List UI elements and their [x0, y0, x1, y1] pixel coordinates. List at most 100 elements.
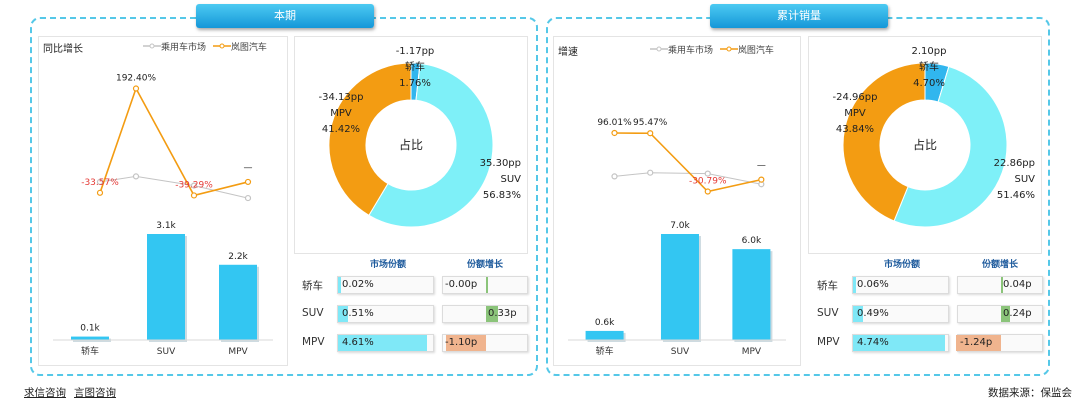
legend-market-label: 乘用车市场 [161, 43, 207, 53]
data-point [704, 188, 711, 195]
growth-cell: 0.33p [442, 305, 528, 323]
share-value: 0.06% [857, 279, 889, 290]
data-label: 96.01% [597, 118, 632, 128]
bar-category-label: MPV [742, 347, 762, 357]
slice-label: -1.17pp [396, 46, 435, 57]
legend-current: 乘用车市场 岚图汽车 [143, 40, 267, 53]
data-point [190, 182, 198, 189]
data-point [611, 129, 618, 137]
share-cell: 4.61% [337, 334, 434, 352]
pie-slice [893, 65, 1008, 228]
slice-label: 56.83% [483, 190, 521, 201]
growth-fill [486, 306, 498, 322]
data-label: — [757, 161, 766, 171]
slice-label: 43.84% [836, 124, 874, 135]
growth-cell: 0.04p [957, 276, 1043, 294]
share-fill [853, 306, 863, 322]
slice-label: 4.70% [913, 78, 945, 89]
slice-label: 2.10pp [912, 46, 947, 57]
share-fill [853, 335, 945, 351]
bar [147, 234, 185, 340]
share-value: 0.49% [857, 308, 889, 319]
slice-label: MPV [330, 108, 352, 119]
data-label: -30.79% [689, 177, 727, 187]
data-point [190, 192, 198, 199]
legend-cumulative: 乘用车市场 岚图汽车 [650, 43, 774, 56]
bar-category-label: MPV [228, 347, 248, 357]
bar-value-label: 0.1k [80, 324, 100, 334]
growth-fill [956, 335, 1001, 351]
series-line [614, 132, 762, 193]
pie-slice [368, 62, 494, 228]
legend-lantu-icon [212, 43, 231, 49]
slice-label: 41.42% [322, 124, 360, 135]
data-point [244, 178, 252, 186]
data-point [132, 85, 140, 92]
slice-label: 轿车 [405, 60, 425, 73]
slice-label: SUV [1014, 174, 1035, 185]
data-label: 95.47% [633, 118, 668, 128]
growth-fill [1001, 306, 1010, 322]
data-point [96, 178, 104, 186]
footer-link-yantu[interactable]: 言图咨询 [74, 387, 116, 399]
slice-label: -34.13pp [319, 92, 364, 103]
growth-value: 0.33p [488, 308, 517, 319]
slice-label: 35.30pp [480, 158, 521, 169]
share-value: 4.61% [342, 337, 374, 348]
share-fill [853, 277, 856, 293]
growth-value: 0.24p [1003, 308, 1032, 319]
bar-category-label: 轿车 [81, 345, 99, 357]
bar [219, 264, 257, 340]
series-line [99, 175, 249, 199]
share-cell: 0.02% [337, 276, 434, 294]
share-fill [338, 306, 348, 322]
slice-label: SUV [500, 174, 521, 185]
pie-slice [328, 62, 412, 217]
legend-market-label: 乘用车市场 [668, 46, 714, 56]
data-point [96, 189, 104, 196]
bar-chart-current: 0.1k 轿车 3.1k SUV 2.2k MPV [53, 221, 273, 357]
table-row-label: SUV [302, 307, 324, 319]
data-point [704, 170, 711, 177]
slice-label: 轿车 [919, 60, 939, 73]
table-row-label: 轿车 [302, 280, 323, 292]
line-title-current: 同比增长 [43, 44, 83, 55]
data-point [244, 194, 252, 202]
bar-value-label: 3.1k [156, 221, 176, 231]
growth-fill [1001, 277, 1003, 293]
share-value: 4.74% [857, 337, 889, 348]
growth-header: 份额增长 [982, 260, 1019, 270]
legend-market-icon [143, 43, 161, 49]
bar [71, 336, 109, 340]
line-chart-cumulative: 96.01% 95.47% -30.79% — [597, 118, 766, 195]
bar [732, 249, 771, 340]
donut-center-label: 占比 [913, 137, 937, 152]
data-label: -33.57% [81, 178, 119, 188]
pie-slice [842, 62, 926, 222]
bar-value-label: 2.2k [228, 252, 248, 262]
bar-value-label: 0.6k [595, 318, 615, 328]
share-cell: 4.74% [852, 334, 949, 352]
data-label: 192.40% [116, 74, 156, 84]
data-label: — [244, 163, 253, 173]
slice-label: 1.76% [399, 78, 431, 89]
growth-fill [486, 277, 488, 293]
bar [660, 234, 699, 340]
donut-chart-current: 占比 -1.17pp 轿车 1.76% 35.30pp SUV 56.83% -34.13pp… [319, 46, 521, 228]
data-point [132, 173, 140, 180]
footer-links: 求信咨询 言图咨询 [24, 385, 124, 400]
legend-lantu-label: 岚图汽车 [737, 46, 774, 56]
panel-cumulative-title: 累计销量 [710, 4, 888, 28]
donut-chart-cumulative: 占比 2.10pp 轿车 4.70% 22.86pp SUV 51.46% -24.96pp M… [833, 46, 1035, 228]
footer-link-qiuxin[interactable]: 求信咨询 [24, 387, 66, 399]
table-row-label: MPV [302, 336, 325, 348]
share-cell: 0.06% [852, 276, 949, 294]
line-chart-current: -33.57% 192.40% -39.29% — [81, 74, 253, 202]
share-value: 0.02% [342, 279, 374, 290]
line-title-cumulative: 增速 [558, 47, 578, 58]
bar [585, 330, 624, 340]
table-row-label: SUV [817, 307, 839, 319]
slice-label: -24.96pp [833, 92, 878, 103]
bar-value-label: 6.0k [742, 236, 762, 246]
growth-cell: -0.00p [442, 276, 528, 294]
